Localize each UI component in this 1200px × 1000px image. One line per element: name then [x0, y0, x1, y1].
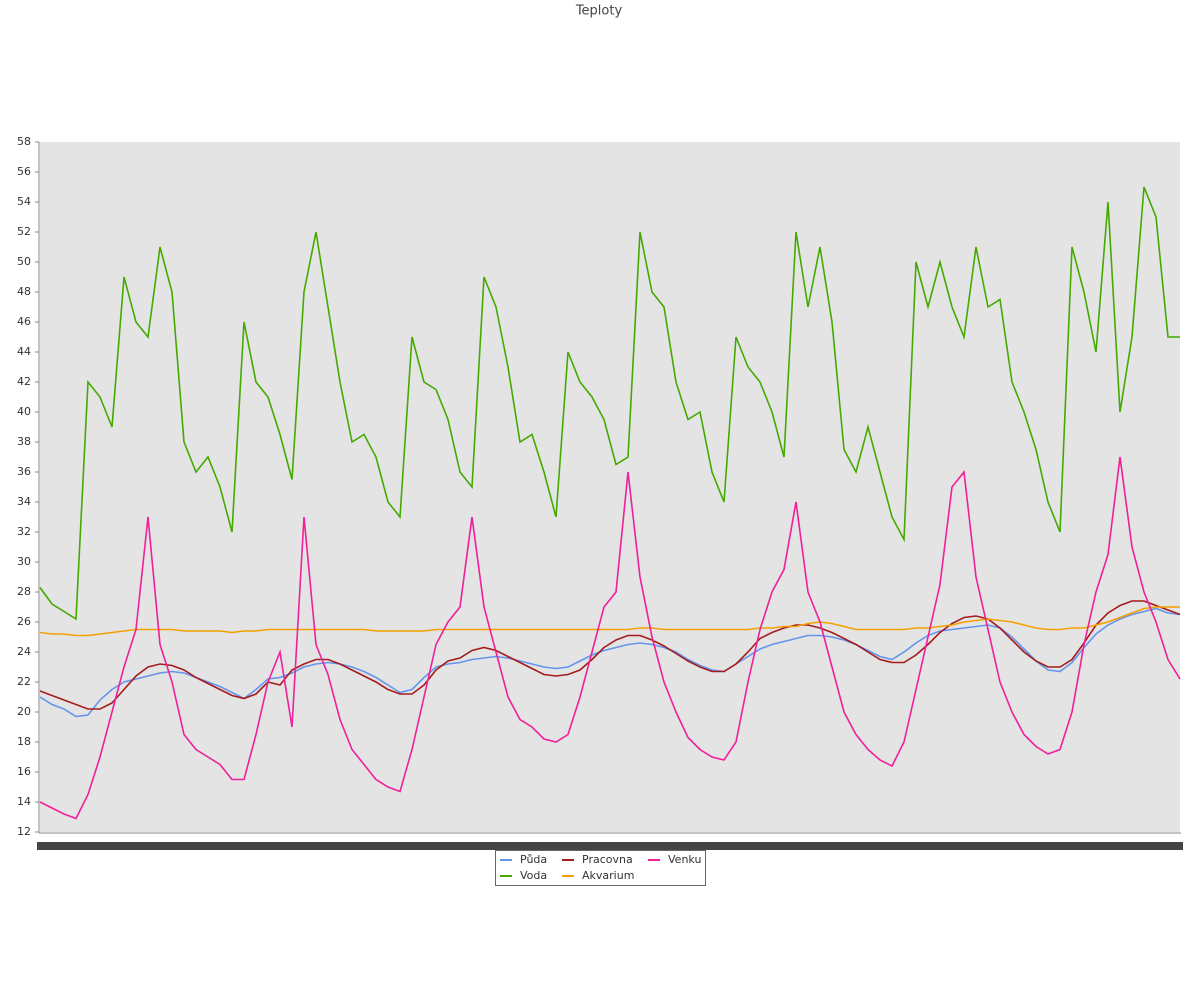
y-tick-label: 46	[17, 315, 31, 328]
y-tick-label: 58	[17, 135, 31, 148]
legend-label: Venku	[668, 853, 701, 866]
series-line	[39, 456, 1181, 820]
y-tick-label: 14	[17, 795, 31, 808]
y-tick-label: 54	[17, 195, 31, 208]
y-tick-label: 20	[17, 705, 31, 718]
y-tick-label: 50	[17, 255, 31, 268]
y-tick-label: 48	[17, 285, 31, 298]
y-tick-label: 22	[17, 675, 31, 688]
y-tick-label: 56	[17, 165, 31, 178]
plot-area	[40, 142, 1180, 832]
y-tick-label: 28	[17, 585, 31, 598]
y-tick-label: 34	[17, 495, 31, 508]
x-tick-labels-overlap	[37, 842, 1183, 850]
y-tick-label: 16	[17, 765, 31, 778]
y-tick-label: 12	[17, 825, 31, 838]
legend-label: Voda	[520, 869, 547, 882]
chart-title: Teploty	[575, 4, 623, 19]
legend-label: Pracovna	[582, 853, 633, 866]
y-tick-label: 52	[17, 225, 31, 238]
y-tick-label: 18	[17, 735, 31, 748]
y-tick-label: 42	[17, 375, 31, 388]
legend	[495, 850, 706, 886]
y-tick-label: 38	[17, 435, 31, 448]
y-tick-label: 30	[17, 555, 31, 568]
legend-label: Půda	[520, 853, 547, 866]
y-tick-label: 32	[17, 525, 31, 538]
series-line	[39, 186, 1180, 621]
y-tick-label: 26	[17, 615, 31, 628]
series-line	[39, 606, 1180, 637]
y-tick-label: 40	[17, 405, 31, 418]
legend-label: Akvarium	[582, 869, 634, 882]
series-layer	[39, 186, 1181, 820]
y-tick-label: 36	[17, 465, 31, 478]
legend-items: Půda Voda Pracovna Akvarium Venku	[500, 853, 701, 882]
series-line	[39, 600, 1181, 710]
y-tick-label: 44	[17, 345, 31, 358]
y-tick-label: 24	[17, 645, 31, 658]
series-line	[39, 607, 1181, 718]
